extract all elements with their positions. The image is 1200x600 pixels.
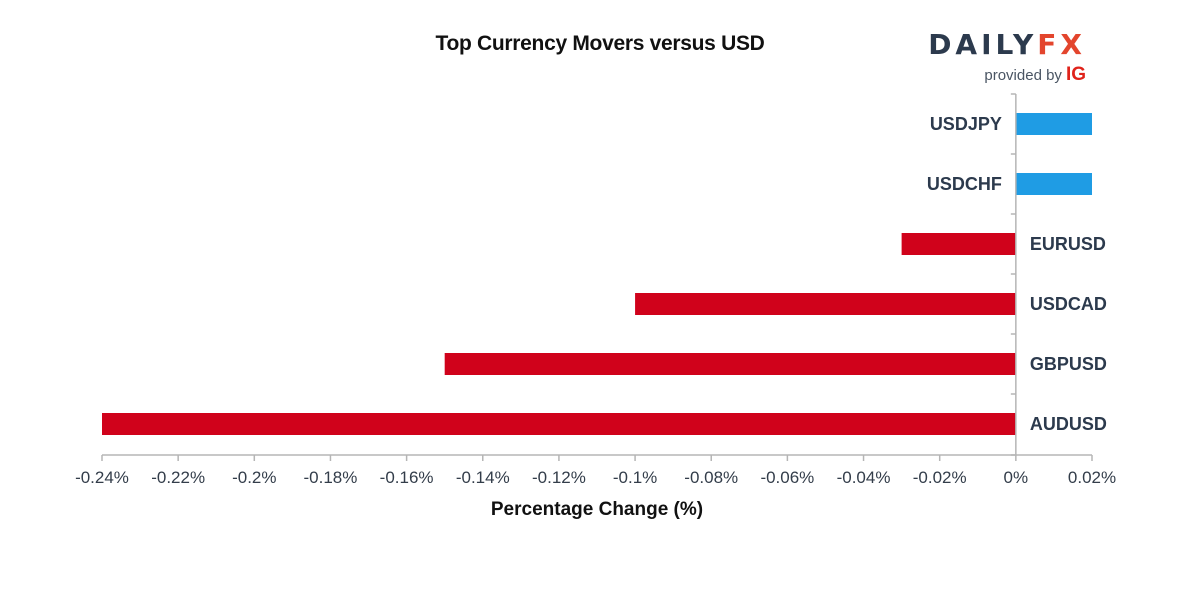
x-tick-label: -0.2% (232, 468, 276, 487)
ig-logo: IG (1065, 64, 1086, 85)
category-label-audusd: AUDUSD (1030, 414, 1107, 434)
dailyfx-logo[interactable]: DAILYFX provided by IG (900, 28, 1100, 86)
x-tick-label: -0.06% (760, 468, 814, 487)
category-label-usdchf: USDCHF (927, 174, 1002, 194)
logo-provided-text: provided by (984, 67, 1062, 84)
category-label-usdjpy: USDJPY (930, 114, 1002, 134)
x-tick-label: 0.02% (1068, 468, 1116, 487)
zero-axis (1010, 93, 1017, 456)
x-tick-label: -0.04% (837, 468, 891, 487)
category-label-eurusd: EURUSD (1030, 234, 1106, 254)
x-tick-label: -0.08% (684, 468, 738, 487)
bar-gbpusd (444, 353, 1016, 375)
x-tick-label: -0.12% (532, 468, 586, 487)
x-axis: -0.24% -0.22% -0.2% -0.18% -0.16% -0.14% -0.12… (75, 454, 1116, 487)
bar-usdchf (1015, 173, 1092, 195)
chart-title: Top Currency Movers versus USD (435, 32, 765, 55)
bars-group (102, 113, 1092, 435)
x-tick-label: 0% (1004, 468, 1029, 487)
logo-wordmark: DAILYFX (928, 28, 1086, 61)
category-labels: USDJPY USDCHF EURUSD USDCAD GBPUSD AUDUSD (927, 114, 1107, 434)
category-label-usdcad: USDCAD (1030, 294, 1107, 314)
x-tick-label: -0.18% (304, 468, 358, 487)
x-tick-label: -0.14% (456, 468, 510, 487)
x-tick-label: -0.02% (913, 468, 967, 487)
x-tick-label: -0.24% (75, 468, 129, 487)
logo-brand-accent: FX (1037, 28, 1086, 61)
x-tick-label: -0.22% (151, 468, 205, 487)
bar-audusd (102, 413, 1016, 435)
bar-usdjpy (1015, 113, 1092, 135)
category-label-gbpusd: GBPUSD (1030, 354, 1107, 374)
x-tick-label: -0.1% (613, 468, 657, 487)
logo-provided-by: provided by IG (984, 64, 1086, 86)
bar-eurusd (901, 233, 1016, 255)
x-tick-label: -0.16% (380, 468, 434, 487)
bar-usdcad (635, 293, 1016, 315)
x-axis-title: Percentage Change (%) (491, 499, 703, 520)
logo-brand-main: DAILY (928, 28, 1038, 61)
